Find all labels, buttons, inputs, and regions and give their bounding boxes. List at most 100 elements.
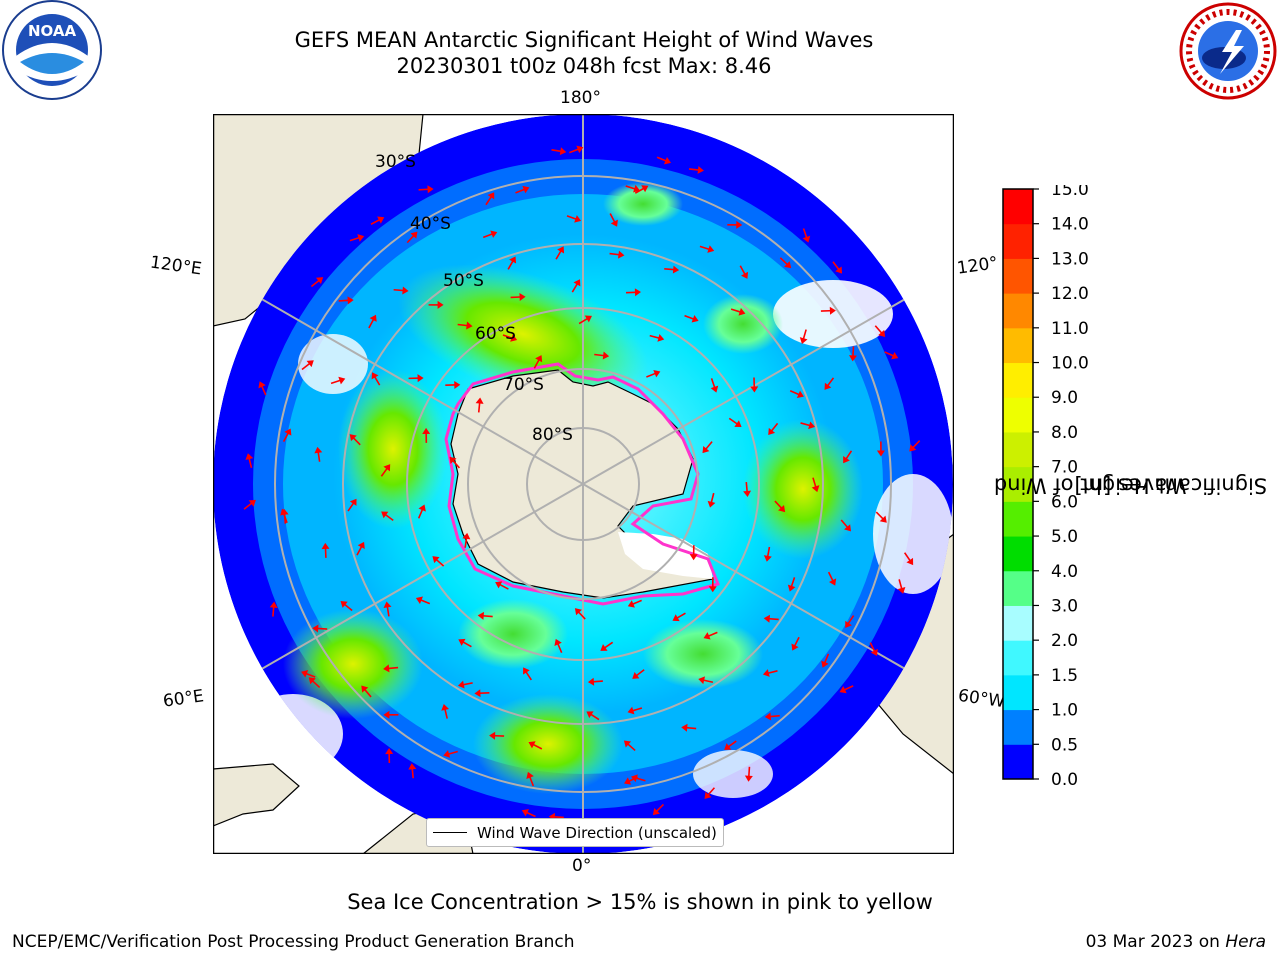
- wind-arrow-icon: [703, 631, 718, 640]
- colorbar-label: Significant Height of Wind Waves [m]: [993, 473, 1267, 498]
- wind-arrow-icon: [743, 481, 752, 497]
- wind-arrow-icon: [843, 450, 853, 464]
- wind-arrow-icon: [789, 389, 804, 398]
- sea-ice-caption: Sea Ice Concentration > 15% is shown in …: [347, 890, 933, 914]
- wind-arrow-icon: [428, 300, 444, 309]
- wind-arrow-icon: [609, 213, 618, 227]
- colorbar-tick-label: 8.0: [1051, 423, 1078, 443]
- colorbar-tick-label: 12.0: [1051, 284, 1089, 304]
- colorbar-tick-label: 2.0: [1051, 631, 1078, 651]
- wind-arrow-icon: [625, 288, 641, 297]
- meridian-label-60w: 60°W: [956, 685, 1007, 713]
- wind-arrow-icon: [495, 581, 509, 590]
- wind-arrow-icon: [385, 748, 394, 764]
- wind-arrow-icon: [578, 315, 592, 325]
- colorbar-swatch: [1003, 293, 1033, 329]
- wind-arrow-icon: [383, 664, 399, 673]
- wind-arrow-icon: [314, 446, 323, 462]
- wind-arrow-icon: [415, 596, 431, 605]
- wind-arrow-icon: [502, 334, 518, 342]
- colorbar-tick-label: 9.0: [1051, 388, 1078, 408]
- colorbar-swatch: [1003, 189, 1033, 225]
- colorbar-tick-label: 6.0: [1051, 492, 1078, 512]
- colorbar-tick-label: 10.0: [1051, 354, 1089, 374]
- wind-arrow-icon: [243, 499, 256, 510]
- colorbar-swatch: [1003, 605, 1033, 641]
- colorbar-tick-label: 0.5: [1051, 735, 1078, 755]
- meridian-label-0: 0°: [572, 856, 592, 876]
- wind-arrow-icon: [909, 440, 921, 452]
- wind-arrow-icon: [876, 441, 885, 457]
- wind-arrow-icon: [408, 374, 424, 383]
- wind-arrow-icon: [381, 511, 394, 522]
- wind-arrow-icon: [869, 642, 878, 657]
- wind-arrow-icon: [787, 577, 796, 592]
- colorbar-tick-label: 14.0: [1051, 215, 1089, 235]
- wind-arrow-icon: [681, 723, 697, 732]
- wind-arrow-icon: [445, 380, 461, 389]
- wind-arrow-icon: [664, 265, 680, 274]
- colorbar-swatch: [1003, 501, 1033, 537]
- wind-arrow-icon: [482, 230, 498, 239]
- wind-arrow-icon: [380, 464, 391, 477]
- wind-arrow-icon: [821, 653, 830, 668]
- lat-label-60s: 60°S: [475, 324, 516, 344]
- wind-arrow-icon: [571, 279, 581, 293]
- wind-arrow-icon: [824, 377, 835, 390]
- wind-arrow-icon: [417, 504, 426, 519]
- wind-arrow-icon: [702, 441, 713, 454]
- wind-arrow-icon: [533, 355, 543, 369]
- wind-arrow-icon: [594, 351, 610, 360]
- wind-arrow-icon: [800, 421, 816, 430]
- wind-arrow-icon: [587, 677, 603, 686]
- footer-date: 03 Mar 2023 on Hera: [1085, 932, 1266, 952]
- wind-arrow-icon: [689, 545, 698, 561]
- wind-arrow-icon: [727, 220, 743, 229]
- wind-arrow-icon: [574, 608, 586, 620]
- nws-logo-icon: [1179, 2, 1277, 100]
- wind-arrow-icon: [791, 636, 800, 651]
- wind-arrow-icon: [569, 145, 584, 154]
- colorbar-swatch: [1003, 570, 1033, 606]
- wind-arrow-icon: [528, 741, 543, 750]
- wind-arrow-icon: [768, 422, 779, 436]
- wind-arrow-icon: [764, 712, 780, 721]
- africa-landmass: [213, 763, 300, 827]
- wind-arrow-icon: [627, 599, 642, 608]
- lat-label-80s: 80°S: [532, 425, 573, 445]
- wind-arrow-icon: [802, 228, 811, 243]
- wind-arrow-icon: [422, 427, 431, 443]
- wind-arrow-icon: [441, 704, 450, 719]
- wind-arrow-icon: [750, 377, 759, 393]
- wind-arrow-icon: [623, 740, 636, 752]
- wind-arrow-icon: [652, 803, 665, 816]
- lat-label-50s: 50°S: [443, 271, 484, 291]
- wind-arrow-icon: [698, 676, 714, 685]
- wind-arrow-icon: [848, 346, 857, 362]
- wind-arrow-icon: [874, 325, 886, 338]
- noaa-logo-icon: NOAA: [2, 0, 102, 100]
- wind-arrow-icon: [799, 329, 808, 344]
- colorbar-swatch: [1003, 674, 1033, 711]
- wind-arrow-icon: [458, 638, 472, 648]
- wind-arrow-icon: [779, 257, 792, 269]
- colorbar-swatch: [1003, 258, 1033, 294]
- wind-arrow-icon: [347, 498, 357, 512]
- wind-arrow-icon: [627, 706, 643, 715]
- wind-arrows: [243, 145, 921, 821]
- wind-arrow-icon: [646, 369, 661, 378]
- wind-arrow-icon: [408, 763, 417, 779]
- wind-arrow-icon: [526, 771, 535, 787]
- wind-arrow-icon: [600, 641, 614, 651]
- wind-arrow-icon: [609, 250, 625, 259]
- colorbar-swatch: [1003, 223, 1033, 259]
- wind-arrow-icon: [708, 577, 717, 593]
- wind-arrow-icon: [457, 680, 473, 689]
- colorbar-swatch: [1003, 744, 1033, 780]
- wind-arrow-icon: [370, 216, 385, 225]
- wind-arrow-icon: [301, 670, 316, 678]
- wind-arrow-icon: [485, 192, 495, 206]
- wind-arrow-icon: [510, 293, 526, 302]
- colorbar-swatch: [1003, 640, 1033, 676]
- wind-arrow-icon: [443, 750, 458, 758]
